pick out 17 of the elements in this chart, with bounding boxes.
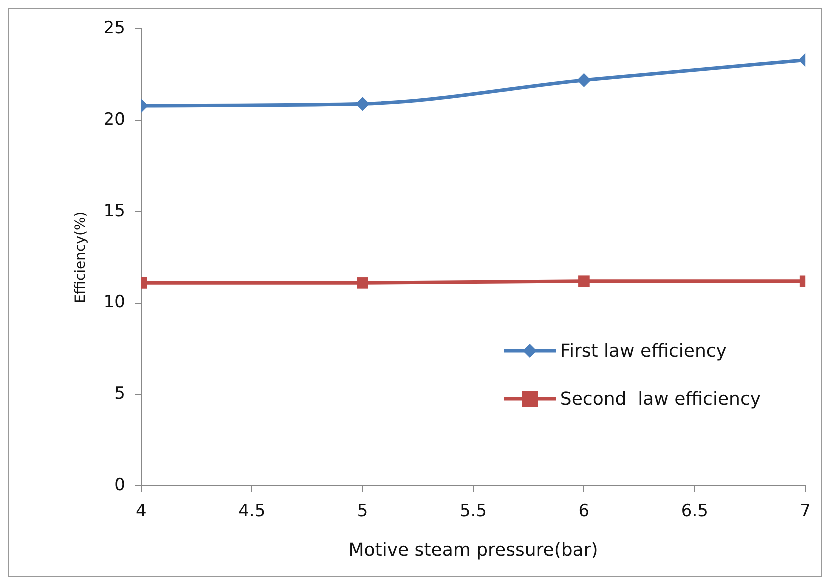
x-tick-label: 5 <box>357 502 368 522</box>
x-tick-label: 6 <box>578 502 590 522</box>
x-tick-label: 6.5 <box>681 502 708 522</box>
x-tick-label: 4 <box>136 502 147 522</box>
y-tick-label: 15 <box>104 201 126 222</box>
x-tick-label: 7 <box>800 502 812 522</box>
y-tick-label: 25 <box>104 18 126 39</box>
x-tick-label: 4.5 <box>238 502 266 522</box>
y-tick-label: 10 <box>104 292 126 313</box>
x-tick-label: 5.5 <box>460 502 488 522</box>
y-tick-label: 5 <box>114 384 126 404</box>
x-axis-title: Motive steam pressure(bar) <box>348 540 598 561</box>
legend-label: First law efficiency <box>560 340 727 362</box>
y-axis-title: Efficiency(%) <box>73 212 90 304</box>
legend-label: Second law efficiency <box>560 388 761 410</box>
y-tick-label: 0 <box>114 475 126 496</box>
y-tick-label: 20 <box>104 110 126 130</box>
